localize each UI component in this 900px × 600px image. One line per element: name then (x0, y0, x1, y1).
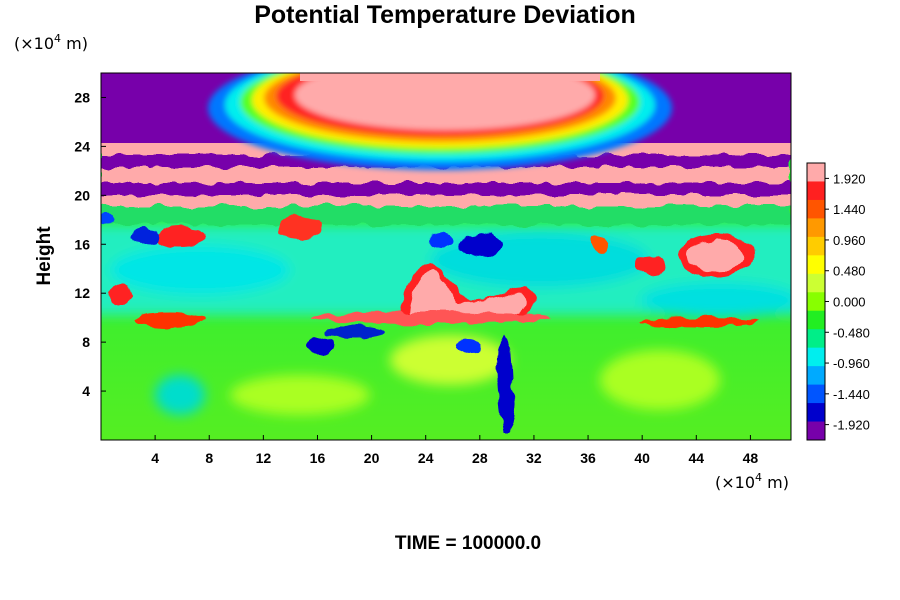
x-unit-suffix: m) (762, 473, 789, 492)
x-tick-label: 36 (580, 450, 596, 466)
x-tick-label: 40 (634, 450, 650, 466)
field-cell-cold-1 (131, 229, 159, 245)
x-axis-ticks: 4 8 12 16 20 24 28 32 36 40 44 48 (151, 435, 758, 466)
y-axis-label: Height (34, 226, 55, 286)
field-cold-column (497, 335, 516, 432)
field-blob-cyan-3 (640, 282, 791, 318)
x-axis-unit-label: (×104 m) (715, 471, 789, 492)
field-top-pink-core (295, 73, 595, 130)
field-cell-warm-7 (135, 312, 205, 328)
field-cell-cold-4 (306, 336, 334, 354)
field-blob-yellow-3 (600, 350, 720, 410)
field-blob-yellow-1 (390, 335, 510, 385)
field-layer-pink-lower (101, 192, 791, 206)
field-cell-cold-6 (458, 337, 482, 353)
x-tick-label: 12 (256, 450, 272, 466)
x-unit-prefix: (×10 (715, 473, 755, 492)
colorbar-swatch (807, 421, 825, 441)
x-tick-label: 28 (472, 450, 488, 466)
y-tick-label: 8 (82, 334, 90, 350)
colorbar-swatch (807, 403, 825, 423)
colorbar (806, 162, 826, 441)
y-unit-suffix: m) (61, 34, 88, 53)
field-cell-cold-2 (458, 233, 502, 257)
x-tick-label: 4 (151, 450, 159, 466)
field-cell-cold-5 (325, 326, 385, 338)
x-unit-exponent: 4 (755, 471, 762, 484)
field-blob-cyan-1 (110, 245, 290, 295)
field-blob-yellow-2 (230, 375, 370, 415)
y-axis-ticks: 4 8 12 16 20 24 28 (74, 89, 106, 399)
field-warm-strip (310, 312, 550, 324)
field-cell-warm-core (688, 239, 744, 271)
field-plume-pink (410, 270, 527, 314)
colorbar-swatch (807, 273, 825, 293)
colorbar-swatch (807, 199, 825, 219)
colorbar-ticks: 1.920 1.440 0.960 0.480 0.000 -0.480 -0.960 -1.… (825, 171, 870, 433)
colorbar-tick-label: -1.440 (833, 387, 870, 402)
y-tick-label: 12 (74, 285, 90, 301)
y-unit-exponent: 4 (54, 32, 61, 45)
colorbar-tick-label: -0.960 (833, 356, 870, 371)
field-layer-purple-mid (101, 180, 791, 195)
field-cell-cold-7 (101, 215, 113, 225)
colorbar-swatch (807, 255, 825, 275)
colorbar-tick-label: -1.920 (833, 418, 870, 433)
field-top-pink-cap (300, 73, 600, 81)
y-tick-label: 4 (82, 383, 90, 399)
y-axis-unit-label: (×104 m) (14, 32, 88, 53)
y-tick-label: 28 (74, 89, 90, 105)
field-cell-warm-1 (155, 227, 205, 247)
y-tick-label: 16 (74, 236, 90, 252)
colorbar-swatch (807, 218, 825, 238)
colorbar-swatch (807, 292, 825, 312)
field-cell-warm-4 (635, 255, 665, 275)
field-blob-cyan-4 (155, 375, 205, 415)
colorbar-tick-label: 1.920 (833, 171, 866, 186)
colorbar-tick-label: -0.480 (833, 325, 870, 340)
colorbar-swatch (807, 384, 825, 404)
x-tick-label: 8 (205, 450, 213, 466)
x-tick-label: 44 (689, 450, 705, 466)
colorbar-tick-label: 1.440 (833, 202, 866, 217)
colorbar-swatch (807, 329, 825, 349)
x-tick-label: 16 (310, 450, 326, 466)
x-tick-label: 48 (743, 450, 759, 466)
colorbar-tick-label: 0.480 (833, 264, 866, 279)
y-unit-prefix: (×10 (14, 34, 54, 53)
colorbar-swatch (807, 347, 825, 367)
chart-title: Potential Temperature Deviation (254, 1, 636, 29)
field-cell-warm-2 (278, 216, 322, 240)
x-tick-label: 24 (418, 450, 434, 466)
colorbar-swatch (807, 310, 825, 330)
x-tick-label: 20 (364, 450, 380, 466)
y-tick-label: 24 (74, 138, 90, 154)
colorbar-swatch (807, 366, 825, 386)
time-label: TIME = 100000.0 (395, 533, 541, 554)
x-tick-label: 32 (526, 450, 542, 466)
y-tick-label: 20 (74, 187, 90, 203)
plot-frame (100, 72, 792, 441)
colorbar-swatch (807, 181, 825, 201)
field-cell-warm-5 (590, 237, 610, 253)
colorbar-swatch (807, 236, 825, 256)
field-cell-cold-3 (428, 232, 452, 248)
colorbar-tick-label: 0.000 (833, 295, 866, 310)
heatmap-field (101, 73, 791, 440)
colorbar-tick-label: 0.960 (833, 233, 866, 248)
field-layer-pink-mid (101, 163, 791, 183)
colorbar-swatch (807, 163, 825, 182)
field-cell-warm-6 (108, 285, 132, 305)
field-cell-warm-8 (640, 317, 760, 327)
